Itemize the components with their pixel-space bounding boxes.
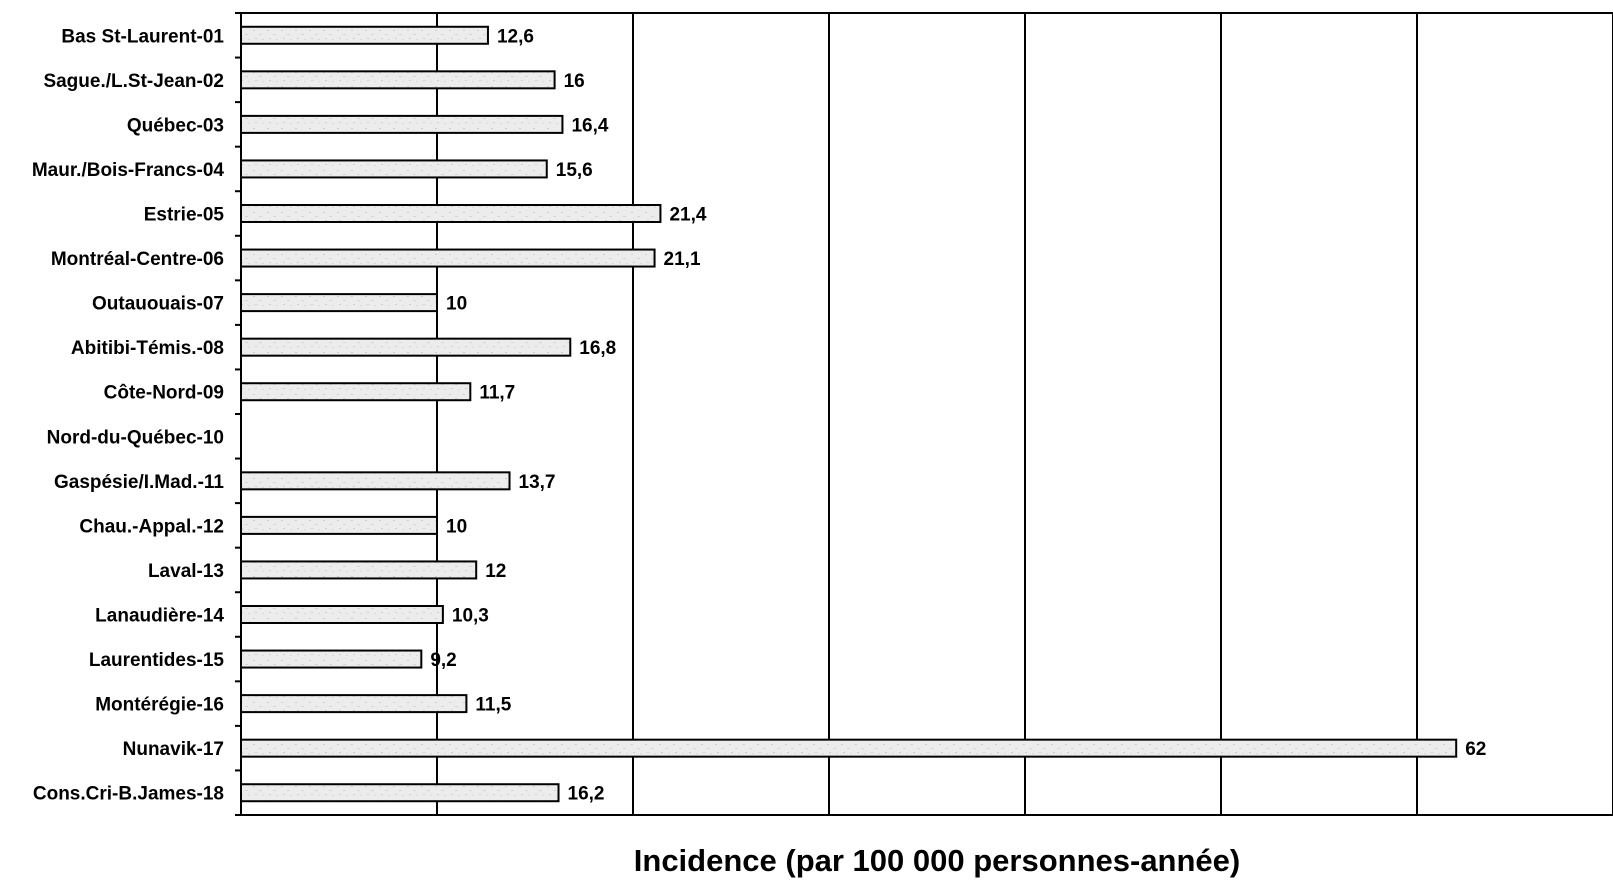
category-label: Québec-03 <box>127 115 224 136</box>
data-label: 16,4 <box>571 115 608 136</box>
category-label: Chau.-Appal.-12 <box>79 516 224 537</box>
bar <box>240 70 556 90</box>
data-label: 12,6 <box>497 26 534 47</box>
category-label: Abitibi-Témis.-08 <box>71 338 224 359</box>
category-label: Laval-13 <box>148 561 224 582</box>
category-label: Côte-Nord-09 <box>104 383 224 404</box>
category-label: Cons.Cri-B.James-18 <box>33 784 224 805</box>
axes <box>235 12 1613 816</box>
bar <box>240 25 489 45</box>
data-label: 11,7 <box>479 383 515 404</box>
bar <box>240 114 564 134</box>
data-label: 62 <box>1465 739 1486 760</box>
data-label: 12 <box>485 561 506 582</box>
data-label: 16,2 <box>568 784 605 805</box>
bar <box>240 649 423 669</box>
bar <box>240 560 478 580</box>
data-label: 13,7 <box>519 472 556 493</box>
bar <box>240 293 438 313</box>
data-label: 10 <box>446 516 467 537</box>
category-label: Gaspésie/I.Mad.-11 <box>54 472 224 493</box>
data-label: 15,6 <box>556 160 593 181</box>
data-label: 21,4 <box>669 205 706 226</box>
category-label: Estrie-05 <box>144 205 225 226</box>
data-label: 16 <box>564 71 585 92</box>
bars <box>240 25 1458 803</box>
category-label: Laurentides-15 <box>89 650 225 671</box>
category-label: Nord-du-Québec-10 <box>47 427 224 448</box>
labels: Bas St-Laurent-01 12,6 Sague./L.St-Jean-02… <box>32 26 1487 804</box>
category-label: Lanaudière-14 <box>95 606 224 627</box>
bar <box>240 337 572 357</box>
category-label: Bas St-Laurent-01 <box>61 26 224 47</box>
data-label: 9,2 <box>430 650 456 671</box>
data-label: 16,8 <box>579 338 616 359</box>
bar <box>240 204 662 223</box>
x-axis-label: Incidence (par 100 000 personnes-année) <box>634 843 1240 878</box>
category-label: Outauouais-07 <box>92 294 224 315</box>
data-label: 10 <box>446 294 467 315</box>
bar <box>240 738 1458 758</box>
bar <box>240 783 560 803</box>
bar <box>240 605 444 624</box>
bar <box>240 694 468 714</box>
data-label: 21,1 <box>664 249 701 270</box>
data-label: 11,5 <box>475 695 511 716</box>
bar <box>240 471 511 491</box>
gridlines <box>436 13 1613 815</box>
category-label: Maur./Bois-Francs-04 <box>32 160 225 181</box>
category-label: Montréal-Centre-06 <box>51 249 224 270</box>
bar <box>240 515 438 535</box>
data-label: 10,3 <box>452 606 489 627</box>
category-label: Sague./L.St-Jean-02 <box>43 71 224 92</box>
category-label: Montérégie-16 <box>95 695 224 716</box>
category-label: Nunavik-17 <box>123 739 224 760</box>
bar <box>240 382 472 402</box>
bar <box>240 248 656 268</box>
bar <box>240 159 548 179</box>
